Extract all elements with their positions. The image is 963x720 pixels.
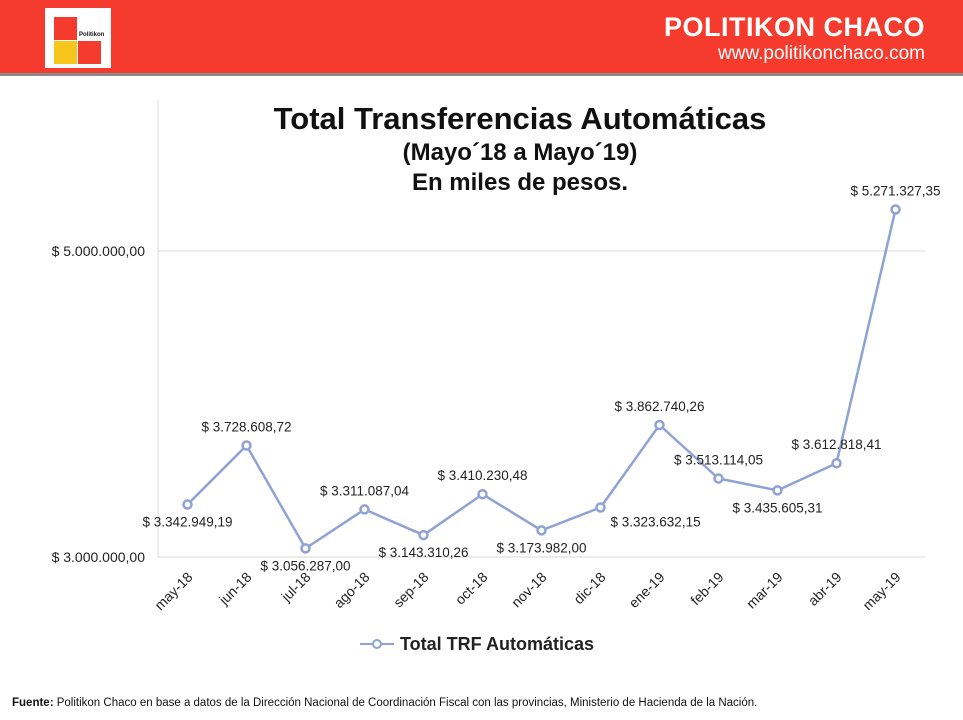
data-label: $ 3.513.114,05 [674, 452, 763, 467]
legend-marker-icon [360, 638, 394, 650]
politikon-logo: Politikon [45, 8, 111, 68]
source-text: Politikon Chaco en base a datos de la Di… [53, 697, 758, 709]
data-point [359, 504, 370, 515]
x-tick-label: may-19 [859, 569, 903, 613]
data-label: $ 3.728.608,72 [201, 420, 291, 435]
x-tick-label: abr-19 [805, 569, 845, 609]
header-divider [0, 73, 963, 76]
x-tick-label: may-18 [151, 569, 195, 613]
x-tick-label: feb-19 [687, 569, 727, 609]
data-label: $ 3.862.740,26 [614, 399, 704, 414]
data-label: $ 3.323.632,15 [611, 514, 701, 529]
header-bar: Politikon POLITIKON CHACO www.politikonc… [0, 0, 963, 73]
y-tick-label: $ 5.000.000,00 [52, 243, 146, 259]
data-point [300, 543, 311, 554]
data-point [182, 499, 193, 510]
data-label: $ 3.173.982,00 [496, 540, 586, 555]
series-line-total-trf [186, 209, 897, 550]
data-point [241, 440, 252, 451]
data-label: $ 3.435.605,31 [732, 500, 822, 515]
data-label: $ 3.311.087,04 [320, 483, 410, 498]
source-note: Fuente: Politikon Chaco en base a datos … [12, 697, 757, 709]
data-label: $ 3.143.310,26 [378, 545, 468, 560]
brand-url[interactable]: www.politikonchaco.com [718, 43, 925, 64]
x-tick-label: nov-18 [508, 569, 550, 611]
data-point [713, 473, 724, 484]
data-point [536, 525, 547, 536]
x-tick-label: dic-18 [570, 569, 608, 607]
logo-yellow-square-bl [54, 41, 77, 64]
data-label: $ 3.056.287,00 [260, 558, 350, 573]
x-tick-label: jun-18 [215, 569, 255, 609]
data-label: $ 3.612.818,41 [791, 437, 881, 452]
logo-red-square-tl [54, 17, 77, 40]
y-tick-label: $ 3.000.000,00 [52, 549, 146, 565]
data-point [890, 204, 901, 215]
data-label: $ 3.410.230,48 [437, 468, 527, 483]
data-point [418, 529, 429, 541]
chart-subtitle-units: En miles de pesos. [411, 169, 629, 196]
x-tick-label: sep-18 [390, 569, 432, 611]
data-point [654, 419, 665, 431]
chart-title: Total Transferencias Automáticas [273, 101, 767, 136]
source-label: Fuente: [12, 697, 54, 709]
chart-title-block: Total Transferencias Automáticas (Mayo´1… [160, 100, 880, 198]
chart-subtitle: (Mayo´18 a Mayo´19) [402, 139, 638, 166]
data-point [772, 485, 783, 496]
data-point [831, 457, 842, 469]
logo-text: Politikon [79, 32, 105, 38]
data-point [595, 502, 606, 513]
x-tick-label: oct-18 [452, 569, 491, 608]
x-tick-label: ago-18 [330, 569, 372, 611]
brand-name: POLITIKON CHACO [664, 12, 925, 42]
logo-red-square-br [78, 41, 101, 64]
legend-label: Total TRF Automáticas [400, 633, 595, 654]
x-tick-label: ene-19 [625, 569, 667, 611]
x-tick-label: jul-18 [277, 569, 313, 605]
data-point [477, 488, 488, 500]
x-tick-label: mar-19 [743, 569, 786, 612]
data-label: $ 3.342.949,19 [142, 515, 232, 530]
brand-block: POLITIKON CHACO www.politikonchaco.com [664, 12, 925, 66]
data-label: $ 5.271.327,35 [850, 183, 940, 198]
line-chart: $ 3.000.000,00 $ 5.000.000,00 $ 3.342.949,… [52, 100, 941, 613]
chart-legend: Total TRF Automáticas [360, 630, 594, 658]
